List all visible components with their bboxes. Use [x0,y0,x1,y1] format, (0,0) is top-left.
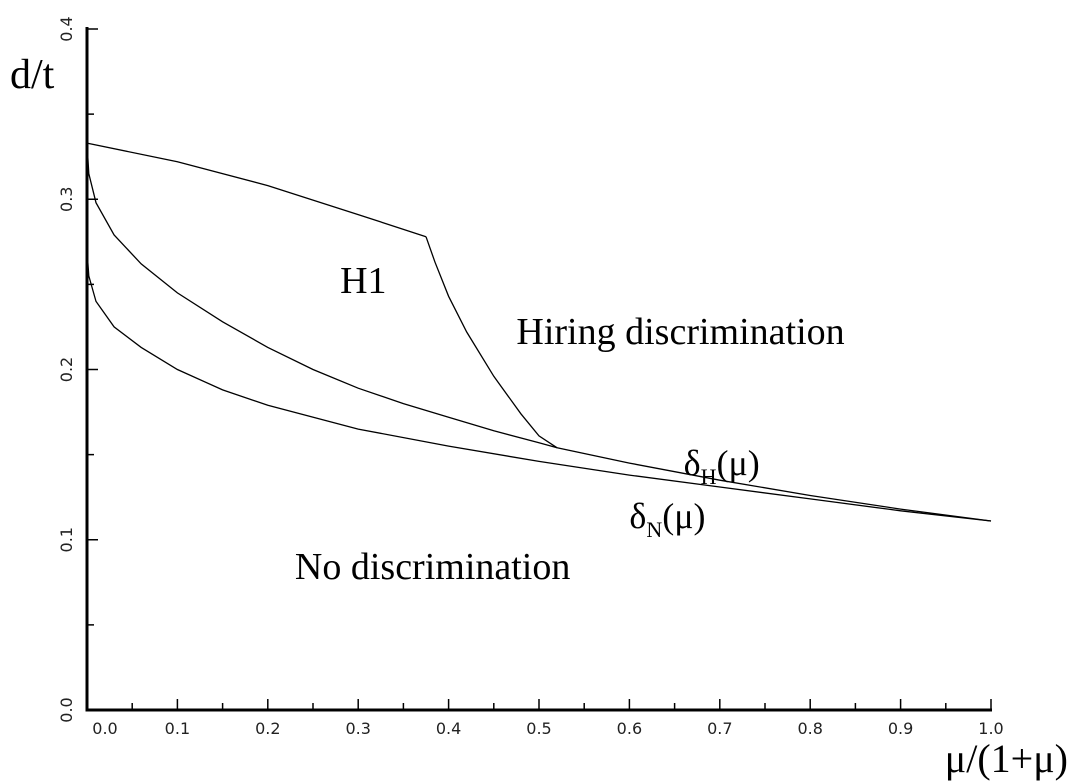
x-tick-label: 0.9 [888,719,913,738]
curve-h1_right [425,236,558,449]
region-annotation: No discrimination [295,546,570,588]
series-label-argument: (μ) [716,443,759,483]
curve-deltaN [86,250,992,522]
region-annotation: H1 [340,260,386,302]
y-tick-labels: 0.0 0.1 0.2 0.3 0.4 [57,16,76,722]
x-tick-label: 0.5 [526,719,551,738]
curve-h1_upper [86,142,427,238]
series-label-deltaN: δN(μ) [629,496,705,542]
series-label-subscript: H [701,464,717,489]
curve-deltaH [86,143,992,522]
plot-area: 0.0 0.1 0.2 0.3 0.4 0.5 0.6 0.7 0.8 0.9 1.0 0.0 0.1… [57,16,1004,738]
series-label-argument: (μ) [662,496,705,536]
y-axis-title: d/t [10,52,55,98]
curves [86,142,992,522]
x-tick-label: 1.0 [978,719,1003,738]
x-tick-label: 0.4 [436,719,461,738]
x-tick-label: 0.3 [345,719,370,738]
annotations: H1 Hiring discrimination No discrimination [295,260,845,588]
x-tick-label: 0.6 [617,719,642,738]
y-tick-label: 0.2 [57,357,76,382]
x-tick-label: 0.2 [255,719,280,738]
y-tick-label: 0.0 [57,697,76,722]
x-tick-labels: 0.0 0.1 0.2 0.3 0.4 0.5 0.6 0.7 0.8 0.9 1.0 [92,719,1003,738]
series-label-subscript: N [646,517,662,542]
x-tick-label: 0.0 [92,719,117,738]
series-label-symbol: δ [684,443,701,483]
x-tick-label: 0.1 [165,719,190,738]
tick-marks [86,28,992,711]
series-labels: δH(μ)δN(μ) [629,443,759,542]
y-tick-label: 0.4 [57,16,76,41]
x-tick-label: 0.8 [797,719,822,738]
region-annotation: Hiring discrimination [516,311,844,353]
x-tick-label: 0.7 [707,719,732,738]
y-tick-label: 0.3 [57,187,76,212]
x-axis-title: μ/(1+μ) [945,736,1068,781]
y-tick-label: 0.1 [57,527,76,552]
series-label-symbol: δ [629,496,646,536]
series-label-deltaH: δH(μ) [684,443,760,489]
